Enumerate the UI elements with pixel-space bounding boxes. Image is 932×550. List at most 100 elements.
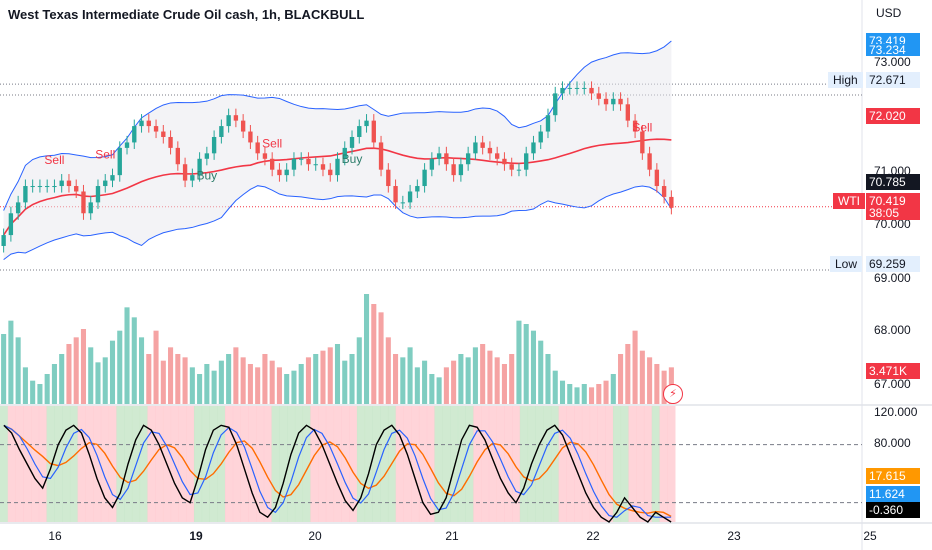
- candle-body: [582, 87, 587, 89]
- volume-bar: [305, 357, 312, 404]
- candle-body: [226, 115, 231, 127]
- candle-body: [168, 136, 173, 148]
- volume-bar: [422, 360, 428, 404]
- candle-body: [502, 158, 507, 165]
- volume-bar: [458, 354, 464, 404]
- candle-body: [531, 142, 536, 154]
- candle-body: [161, 131, 166, 137]
- candle-body: [124, 142, 130, 148]
- oscillator-region: [667, 406, 676, 522]
- candle-body: [661, 186, 667, 197]
- volume-bar: [131, 317, 137, 404]
- candle-body: [458, 164, 464, 176]
- oscillator-region: [612, 406, 622, 522]
- oscillator-region: [403, 406, 412, 522]
- volume-bar: [552, 370, 558, 404]
- oscillator-region: [636, 406, 645, 522]
- time-tick: 25: [863, 529, 877, 543]
- buy-marker: Buy: [197, 168, 218, 182]
- candle-body: [349, 136, 355, 148]
- oscillator-region: [426, 406, 435, 522]
- volume-bar: [291, 370, 297, 404]
- oscillator-region: [465, 406, 474, 522]
- candle-body: [262, 153, 268, 159]
- ma-badge: 72.020: [866, 108, 920, 124]
- volume-bar: [509, 354, 515, 404]
- oscillator-region: [473, 406, 482, 522]
- oscillator-region: [93, 406, 102, 522]
- volume-bar: [109, 340, 116, 404]
- countdown-badge: 38:05: [866, 207, 920, 220]
- oscillator-region: [38, 406, 48, 522]
- candle-body: [444, 153, 449, 165]
- candle-body: [88, 202, 93, 214]
- candle-body: [524, 153, 529, 170]
- candle-body: [364, 120, 369, 127]
- volume-bar: [378, 312, 384, 404]
- volume-bar: [494, 357, 500, 404]
- volume-bar: [465, 357, 471, 404]
- volume-badge: 3.471K: [866, 363, 920, 379]
- volume-bar: [189, 367, 195, 404]
- bollinger-upper-line: [3, 40, 672, 211]
- lightning-icon[interactable]: ⚡: [663, 384, 683, 404]
- candle-body: [473, 142, 478, 154]
- oscillator-region: [108, 406, 117, 522]
- candle-body: [23, 186, 28, 203]
- currency-label: USD: [876, 6, 902, 20]
- candle-body: [320, 164, 326, 170]
- volume-bar: [451, 360, 457, 404]
- volume-bar: [269, 360, 275, 404]
- price-tick: 69.000: [874, 271, 911, 285]
- candle-body: [270, 158, 275, 170]
- volume-bar: [618, 354, 624, 404]
- sell-marker: Sell: [262, 137, 282, 151]
- candle-body: [545, 115, 551, 132]
- oscillator-region: [193, 406, 203, 522]
- low-value-badge: 69.259: [866, 256, 920, 272]
- volume-bar: [160, 360, 166, 404]
- candle-body: [1, 235, 6, 246]
- candle-body: [371, 120, 376, 143]
- volume-bar: [320, 350, 326, 404]
- high-value-badge: 72.671: [866, 72, 920, 88]
- stoch-k-line: [3, 424, 672, 523]
- volume-bar: [44, 374, 50, 404]
- candle-body: [342, 147, 347, 159]
- oscillator-region: [147, 406, 156, 522]
- volume-bar: [443, 367, 449, 404]
- oscillator-region: [605, 406, 614, 522]
- candle-body: [589, 87, 594, 94]
- stoch-k-badge: -0.360: [866, 502, 920, 518]
- oscillator-region: [512, 406, 521, 522]
- volume-bar: [247, 364, 253, 404]
- volume-bar: [66, 344, 72, 404]
- volume-bar: [15, 337, 21, 404]
- volume-bar: [487, 350, 493, 404]
- candle-body: [233, 115, 239, 121]
- volume-bar: [414, 367, 420, 404]
- oscillator-region: [240, 406, 249, 522]
- volume-bar: [22, 367, 28, 404]
- stoch-signal-line: [3, 424, 672, 517]
- candle-body: [306, 158, 311, 165]
- wti-label: WTI: [833, 193, 865, 209]
- oscillator-region: [558, 406, 567, 522]
- volume-bar: [581, 384, 587, 404]
- oscillator-region: [0, 406, 9, 522]
- buy-marker: Buy: [342, 152, 363, 166]
- volume-bar: [153, 330, 159, 404]
- stoch-signal-badge: 17.615: [866, 468, 920, 484]
- candle-body: [240, 120, 246, 132]
- volume-bar: [523, 324, 529, 404]
- oscillator-region: [54, 406, 63, 522]
- candle-body: [465, 153, 471, 165]
- oscillator-region: [418, 406, 428, 522]
- oscillator-region: [139, 406, 148, 522]
- oscillator-region: [364, 406, 373, 522]
- candle-body: [509, 164, 514, 170]
- oscillator-region: [271, 406, 280, 522]
- volume-bar: [429, 374, 435, 404]
- oscillator-region: [543, 406, 552, 522]
